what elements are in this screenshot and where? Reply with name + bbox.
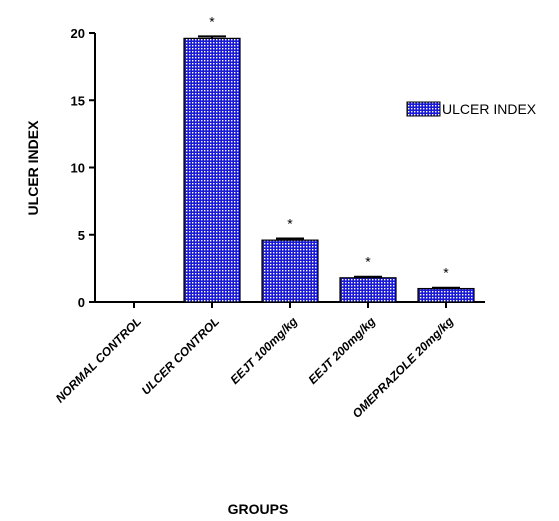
bar bbox=[417, 287, 475, 303]
y-tick-label: 5 bbox=[78, 228, 85, 243]
significance-marker: * bbox=[209, 13, 215, 29]
legend-label: ULCER INDEX bbox=[442, 101, 537, 117]
y-axis-title: ULCER INDEX bbox=[25, 120, 41, 216]
significance-marker: * bbox=[287, 216, 293, 232]
legend-swatch bbox=[406, 101, 441, 117]
category-label: NORMAL CONTROL bbox=[53, 314, 144, 405]
category-label: EEJT 100mg/kg bbox=[227, 314, 300, 387]
legend: ULCER INDEX bbox=[406, 101, 537, 117]
bar bbox=[183, 37, 241, 303]
bar bbox=[261, 239, 319, 303]
significance-marker: * bbox=[365, 254, 371, 270]
bar bbox=[339, 277, 397, 303]
x-axis-title: GROUPS bbox=[228, 501, 289, 517]
category-label: EEJT 200mg/kg bbox=[305, 314, 378, 387]
y-tick-label: 15 bbox=[71, 93, 85, 108]
y-tick-label: 0 bbox=[78, 295, 85, 310]
significance-marker: * bbox=[443, 265, 449, 281]
y-tick-label: 20 bbox=[71, 26, 85, 41]
bars bbox=[183, 35, 475, 303]
labels: 0 5 10 15 20 NORMAL CONTROL * ULCER CONTROL * EEJ… bbox=[53, 13, 457, 420]
y-tick-label: 10 bbox=[71, 161, 85, 176]
category-label: ULCER CONTROL bbox=[139, 314, 222, 397]
